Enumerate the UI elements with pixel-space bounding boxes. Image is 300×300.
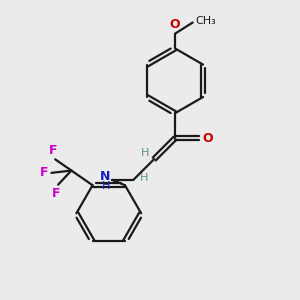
Text: O: O	[202, 132, 213, 145]
Text: H: H	[140, 148, 149, 158]
Text: N: N	[100, 170, 111, 183]
Text: H: H	[102, 181, 111, 191]
Text: H: H	[140, 173, 148, 183]
Text: O: O	[170, 18, 180, 31]
Text: CH₃: CH₃	[195, 16, 216, 26]
Text: F: F	[49, 144, 57, 157]
Text: F: F	[40, 167, 48, 179]
Text: F: F	[52, 187, 60, 200]
